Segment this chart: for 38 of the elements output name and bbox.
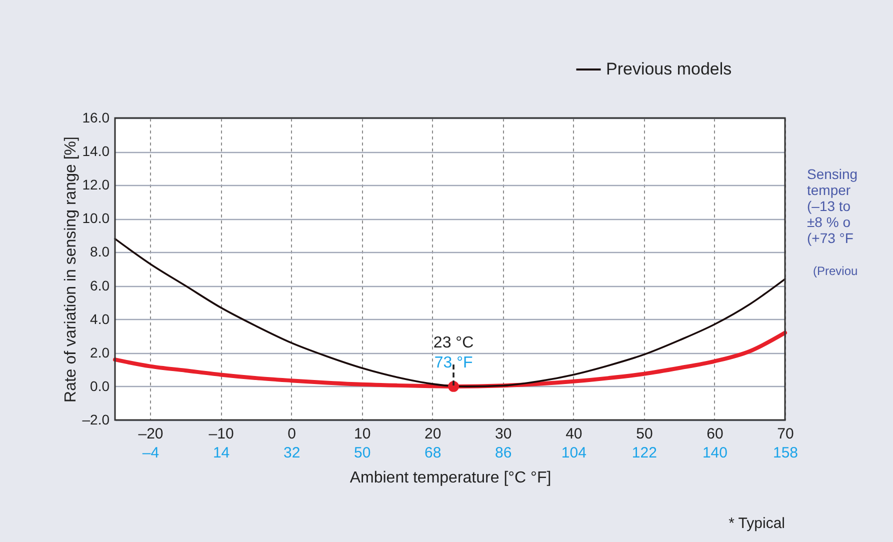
y-tick-label: 16.0	[82, 110, 110, 126]
text: Sensing temper (–13 to ±8 % o (+73 °F	[807, 166, 858, 246]
x-tick-label: 0	[288, 426, 296, 442]
x-tick-label: 70	[777, 426, 794, 442]
x-axis-title: Ambient temperature [°C °F]	[350, 470, 552, 486]
x2-tick-label: 122	[632, 444, 657, 462]
x2-tick-label: 104	[561, 444, 586, 462]
y-tick-label: 2.0	[90, 344, 110, 360]
annotation: 23 °C	[433, 334, 474, 352]
x2-tick-label: 14	[212, 444, 230, 462]
x-tick-label: –10	[208, 426, 234, 442]
y-tick-label: 8.0	[90, 244, 110, 260]
x2-tick-label: –4	[142, 444, 160, 462]
y-tick-label: 10.0	[82, 210, 110, 226]
x-tick-label: 40	[566, 426, 582, 442]
x2-tick-label: 50	[354, 444, 371, 462]
text: * Typical	[728, 515, 785, 532]
x-tick-label: 20	[424, 426, 442, 442]
x2-tick-label: 68	[424, 444, 442, 462]
text: (Previou	[813, 264, 858, 278]
x2-tick-label: 140	[702, 444, 728, 462]
y-tick-label: 14.0	[82, 143, 110, 160]
y-tick-label: 4.0	[90, 310, 110, 327]
legend-label: Previous models	[606, 60, 732, 78]
x-tick-label: 10	[354, 426, 371, 442]
y-tick-label: 12.0	[82, 176, 110, 193]
y-axis-title: Rate of variation in sensing range [%]	[62, 136, 80, 402]
x-tick-label: 30	[495, 426, 512, 442]
x-tick-label: 60	[706, 426, 724, 442]
y-tick-label: 0.0	[90, 378, 110, 394]
x2-tick-label: 158	[772, 444, 798, 462]
y-tick-label: 6.0	[90, 277, 110, 294]
x-tick-label: –20	[138, 426, 164, 442]
x2-tick-label: 32	[283, 444, 300, 462]
y-tick-label: –2.0	[82, 412, 110, 428]
annotation: 73 °F	[434, 354, 473, 372]
x-tick-label: 50	[636, 426, 653, 442]
x2-tick-label: 86	[495, 444, 512, 462]
